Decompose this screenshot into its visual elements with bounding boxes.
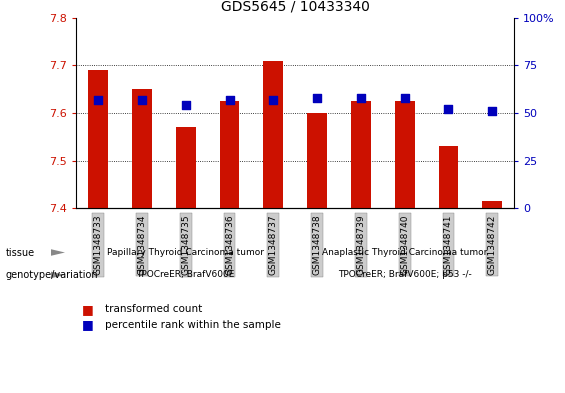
Text: ■: ■	[82, 318, 94, 332]
Bar	[483, 201, 502, 208]
Text: tissue: tissue	[6, 248, 35, 257]
Bar	[351, 101, 371, 208]
Polygon shape	[51, 249, 65, 256]
Bar	[176, 127, 195, 208]
Point	[181, 102, 190, 108]
Text: Papillary Thyroid Carcinoma tumor: Papillary Thyroid Carcinoma tumor	[107, 248, 264, 257]
Point	[137, 97, 146, 103]
Bar	[307, 113, 327, 208]
Bar	[132, 89, 152, 208]
Polygon shape	[51, 272, 65, 278]
Point	[488, 108, 497, 114]
Text: ■: ■	[82, 303, 94, 316]
Point	[94, 97, 103, 103]
Text: Anaplastic Thyroid Carcinoma tumor: Anaplastic Thyroid Carcinoma tumor	[322, 248, 488, 257]
Title: GDS5645 / 10433340: GDS5645 / 10433340	[221, 0, 370, 14]
Bar	[220, 101, 240, 208]
Point	[225, 97, 234, 103]
Point	[312, 95, 321, 101]
Bar	[438, 146, 458, 208]
Point	[357, 95, 366, 101]
Bar	[395, 101, 415, 208]
Text: TPOCreER; BrafV600E; p53 -/-: TPOCreER; BrafV600E; p53 -/-	[338, 270, 472, 279]
Point	[400, 95, 409, 101]
Point	[444, 106, 453, 112]
Text: genotype/variation: genotype/variation	[6, 270, 98, 280]
Text: TPOCreER; BrafV600E: TPOCreER; BrafV600E	[137, 270, 235, 279]
Point	[269, 97, 278, 103]
Text: transformed count: transformed count	[105, 304, 202, 314]
Bar	[263, 61, 283, 208]
Text: percentile rank within the sample: percentile rank within the sample	[105, 320, 280, 330]
Bar	[88, 70, 108, 208]
